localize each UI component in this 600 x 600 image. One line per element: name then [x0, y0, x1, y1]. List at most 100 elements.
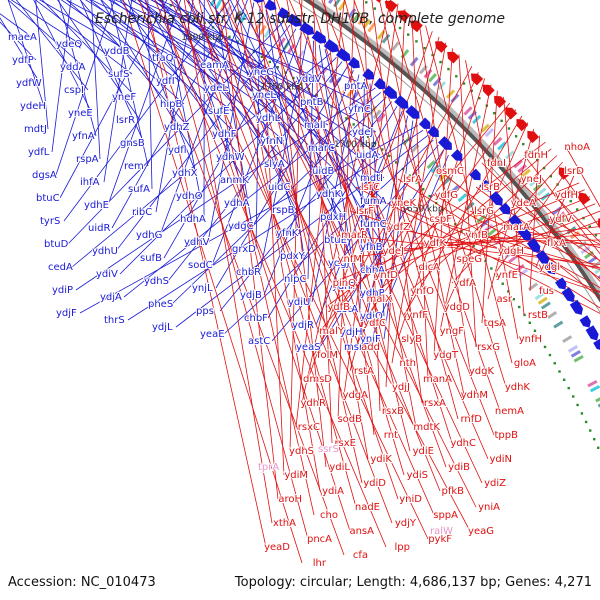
forward-gene-leader [60, 0, 181, 82]
gc-skew-mark [562, 378, 566, 381]
forward-gene-leader [57, 0, 141, 121]
reverse-gene-leader [565, 146, 600, 208]
gc-skew-mark [523, 313, 526, 317]
gene-label-forward: uidA [356, 150, 378, 161]
gene-label-reverse: ydiM [284, 470, 308, 481]
gene-label-reverse: ydjJ [392, 382, 410, 393]
reverse-gene-leader [451, 161, 563, 284]
cog-track-mark [493, 136, 503, 146]
forward-gene-leader [35, 0, 49, 130]
kbp-tick-label: 1800 kbp [181, 33, 224, 43]
reverse-gene-leader [517, 178, 600, 262]
reverse-gene-leader [227, 0, 399, 500]
forward-gene-arrow [585, 325, 597, 338]
gc-skew-mark [478, 96, 481, 100]
gc-skew-mark [431, 53, 434, 57]
gene-label-forward: marC [308, 143, 335, 154]
reverse-gene-leader [176, 0, 351, 532]
cog-track-mark [529, 178, 539, 187]
cog-track-mark [484, 128, 495, 138]
gene-label-reverse: yniD [399, 494, 422, 505]
gene-label-forward: eamA [200, 60, 229, 71]
cog-track-mark [372, 109, 382, 119]
forward-gene-leader [110, 0, 149, 167]
cog-track-mark [587, 379, 598, 388]
gc-skew-mark [382, 13, 385, 17]
gc-skew-mark [260, 55, 264, 58]
gc-skew-mark [373, 7, 376, 10]
reverse-gene-arrow [375, 0, 382, 3]
gc-skew-mark [571, 395, 575, 398]
gene-label-forward: uidC [268, 182, 290, 193]
cog-track-mark [391, 41, 400, 52]
forward-gene-leader [131, 0, 329, 126]
gene-label-reverse: lsrG [474, 206, 494, 217]
reverse-gene-arrow [516, 119, 529, 132]
forward-gene-arrow [335, 47, 348, 60]
gene-label-forward: fumC [360, 219, 387, 230]
gene-label-reverse: mdtK [413, 422, 440, 433]
gene-label-reverse: ydfK [424, 238, 447, 249]
cog-track-mark [517, 164, 527, 173]
gene-label-reverse: fus [539, 286, 554, 297]
gene-label-reverse: cspF [429, 214, 452, 225]
gc-skew-mark [549, 175, 553, 178]
forward-gene-arrow [405, 105, 418, 117]
forward-gene-leader [107, 0, 181, 206]
reverse-gene-arrow [558, 167, 571, 180]
gene-label-forward: ydgC [228, 221, 254, 232]
cog-track-mark [555, 211, 566, 220]
gene-label-forward: ydhG [136, 230, 162, 241]
gene-label-reverse: marA [503, 222, 530, 233]
gene-label-forward: ydhU [92, 246, 118, 257]
gc-skew-mark [330, 105, 333, 108]
gene-label-forward: msrB [344, 342, 370, 353]
gene-label-forward: cspI [64, 85, 84, 96]
gene-label-forward: lsrR [116, 115, 135, 126]
forward-gene-leader [263, 70, 354, 296]
gene-label-forward: rspB [272, 205, 295, 216]
gene-label-forward: ydiU [288, 297, 310, 308]
forward-gene-leader [129, 0, 325, 103]
gene-label-reverse: ydgH [498, 246, 524, 257]
gc-skew-mark [374, 141, 377, 145]
gene-label-forward: uidR [88, 223, 110, 234]
gene-label-reverse: cho [320, 510, 338, 521]
gene-label-reverse: nth [399, 358, 416, 369]
forward-gene-leader [33, 0, 93, 114]
gc-skew-mark [576, 403, 579, 407]
gene-label-forward: ydfI [156, 76, 175, 87]
gene-label-forward: sufS [108, 69, 129, 80]
gc-skew-mark [512, 297, 515, 301]
reverse-gene-leader [439, 84, 492, 332]
gene-label-forward: ydfl [168, 145, 187, 156]
reverse-gene-arrow [470, 73, 484, 86]
gene-label-reverse: folM [317, 350, 338, 361]
reverse-gene-leader [511, 202, 600, 262]
gene-label-reverse: ydfA [453, 278, 476, 289]
gc-skew-mark [359, 129, 363, 132]
reverse-gene-leader [263, 0, 405, 476]
gene-label-forward: ydfP [12, 55, 34, 66]
forward-gene-leader [311, 74, 360, 303]
reverse-gene-arrow [384, 0, 398, 13]
gene-label-reverse: ydgA [343, 390, 369, 401]
forward-gene-arrow [489, 191, 501, 203]
map-title: Escherichia coli str. K-12 substr. DH10B… [95, 11, 505, 27]
cog-track-mark [553, 320, 564, 329]
reverse-gene-leader [191, 0, 393, 524]
gene-label-reverse: ydeA [511, 198, 536, 209]
gene-label-forward: rem [124, 161, 144, 172]
forward-gene-leader [171, 96, 387, 305]
gene-label-reverse: lsrA [403, 174, 422, 185]
cog-track-mark [487, 227, 497, 237]
gene-label-forward: ydfL [28, 147, 50, 158]
gene-label-reverse: rsxA [424, 398, 446, 409]
gene-label-forward: ydhX [172, 168, 198, 179]
gene-label-forward: tyrS [40, 216, 60, 227]
gc-skew-mark [528, 321, 531, 325]
forward-gene-arrow [347, 56, 360, 69]
backbone-shadow [310, 0, 600, 296]
gene-label-reverse: manA [423, 374, 452, 385]
forward-gene-leader [127, 129, 424, 321]
